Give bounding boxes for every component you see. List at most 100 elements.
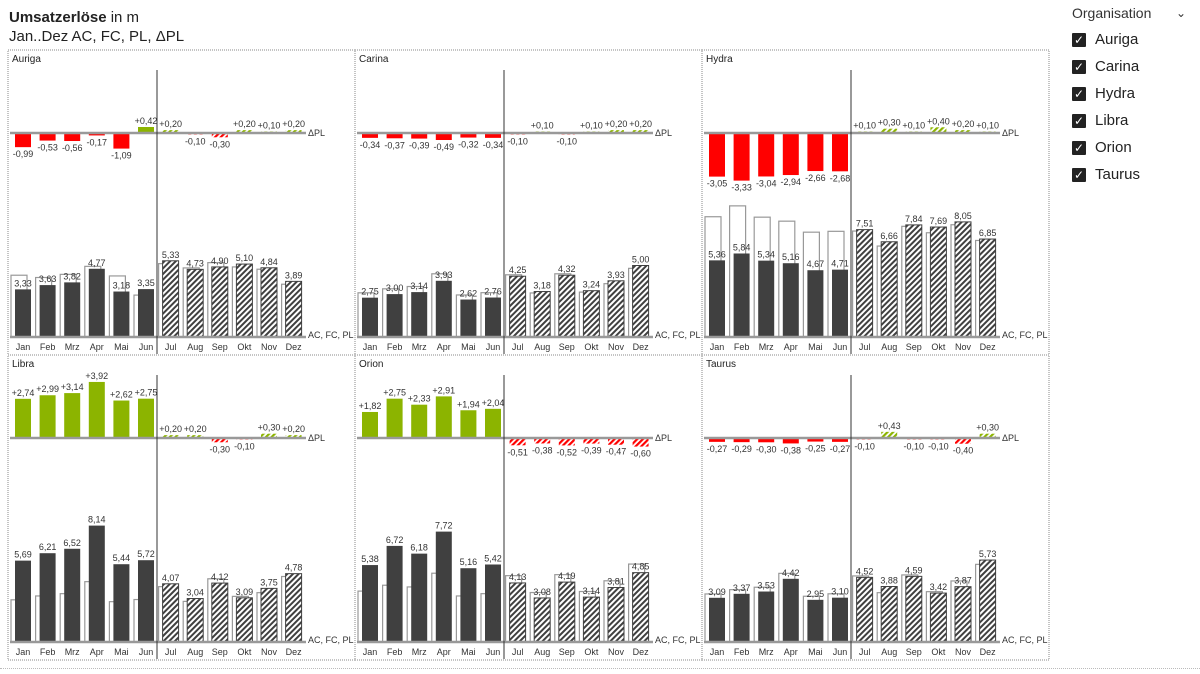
slicer-item-auriga[interactable]: ✓ Auriga — [1072, 26, 1192, 53]
delta-pl-bar — [832, 438, 848, 442]
delta-label: +2,99 — [36, 384, 59, 394]
checkbox-checked-icon[interactable]: ✓ — [1072, 167, 1086, 182]
month-label: Apr — [90, 342, 104, 352]
delta-label: +2,33 — [408, 394, 431, 404]
delta-pl-bar — [138, 398, 154, 438]
delta-label: -0,39 — [581, 446, 602, 456]
delta-label: -0,53 — [37, 143, 58, 153]
delta-label: -0,99 — [13, 149, 34, 159]
delta-pl-bar — [782, 133, 799, 176]
fc-bar — [235, 263, 253, 338]
delta-label: -0,10 — [234, 441, 255, 451]
value-label: 3,53 — [757, 581, 775, 591]
value-label: 2,75 — [361, 287, 379, 297]
fc-bar — [905, 224, 923, 338]
delta-pl-bar — [162, 435, 179, 438]
checkbox-checked-icon[interactable]: ✓ — [1072, 140, 1086, 155]
delta-axis-label: ΔPL — [1002, 128, 1019, 138]
delta-pl-bar — [832, 133, 848, 172]
fc-bar — [856, 229, 874, 338]
month-label: Aug — [187, 342, 203, 352]
value-label: 4,67 — [807, 259, 825, 269]
value-label: 8,05 — [954, 211, 972, 221]
delta-label: +0,20 — [159, 119, 182, 129]
slicer-item-hydra[interactable]: ✓ Hydra — [1072, 80, 1192, 107]
value-label: 6,18 — [410, 543, 428, 553]
delta-pl-bar — [558, 438, 575, 446]
value-label: 7,72 — [435, 521, 453, 531]
value-label: 3,63 — [39, 274, 57, 284]
delta-pl-bar — [113, 133, 130, 149]
ac-bar — [113, 564, 130, 642]
delta-pl-bar — [411, 404, 428, 438]
delta-label: +3,92 — [85, 371, 108, 381]
ac-bar — [386, 545, 403, 642]
slicer-item-taurus[interactable]: ✓ Taurus — [1072, 161, 1192, 188]
slicer-item-label: Libra — [1095, 112, 1129, 129]
value-label: 3,89 — [285, 270, 303, 280]
delta-label: +0,30 — [878, 118, 901, 128]
checkbox-checked-icon[interactable]: ✓ — [1072, 86, 1086, 101]
month-label: Jun — [139, 342, 154, 352]
delta-label: -0,34 — [483, 140, 504, 150]
checkbox-checked-icon[interactable]: ✓ — [1072, 32, 1086, 47]
delta-label: -1,09 — [111, 151, 132, 161]
delta-pl-bar — [460, 133, 477, 138]
slicer-item-carina[interactable]: ✓ Carina — [1072, 53, 1192, 80]
ac-bar — [485, 297, 501, 337]
month-label: Mrz — [759, 647, 774, 657]
value-label: 4,13 — [509, 572, 527, 582]
value-label: 4,84 — [260, 257, 278, 267]
fc-bar — [533, 597, 551, 643]
slicer-header[interactable]: Organisation ⌄ — [1072, 4, 1192, 22]
month-label: Mai — [808, 342, 823, 352]
fc-bar — [285, 280, 303, 338]
delta-label: +0,42 — [135, 116, 158, 126]
delta-pl-bar — [435, 396, 452, 438]
fc-bar — [979, 559, 997, 643]
month-label: Apr — [784, 647, 798, 657]
value-label: 5,16 — [460, 557, 478, 567]
month-label: Jul — [165, 647, 177, 657]
delta-label: -0,27 — [830, 444, 851, 454]
month-label: Feb — [387, 342, 403, 352]
month-label: Dez — [286, 342, 303, 352]
fc-bar — [607, 587, 625, 643]
ac-bar — [758, 260, 775, 337]
value-label: 4,52 — [856, 566, 874, 576]
ac-bar — [832, 269, 848, 337]
month-label: Dez — [980, 342, 997, 352]
value-label: 3,93 — [607, 270, 625, 280]
delta-label: -0,17 — [87, 137, 108, 147]
month-label: Mai — [808, 647, 823, 657]
panel-title: Hydra — [706, 54, 733, 65]
chart-title: Umsatzerlöse in m — [9, 9, 139, 26]
delta-label: -0,10 — [904, 441, 925, 451]
value-label: 3,18 — [113, 281, 131, 291]
delta-label: -0,10 — [928, 441, 949, 451]
fc-bar — [235, 597, 253, 643]
delta-label: +0,10 — [902, 121, 925, 131]
checkbox-checked-icon[interactable]: ✓ — [1072, 113, 1086, 128]
value-label: 3,00 — [386, 283, 404, 293]
checkbox-checked-icon[interactable]: ✓ — [1072, 59, 1086, 74]
slicer-item-label: Taurus — [1095, 166, 1141, 183]
month-label: Apr — [90, 647, 104, 657]
delta-label: +0,20 — [159, 424, 182, 434]
month-label: Aug — [187, 647, 203, 657]
value-label: 4,07 — [162, 573, 180, 583]
delta-label: -0,29 — [731, 444, 752, 454]
slicer-item-libra[interactable]: ✓ Libra — [1072, 107, 1192, 134]
value-label: 3,04 — [186, 588, 204, 598]
ac-bar — [362, 297, 378, 337]
delta-label: +2,91 — [432, 385, 455, 395]
value-label: 4,90 — [211, 256, 229, 266]
ac-bar — [758, 591, 775, 642]
delta-label: -0,30 — [756, 444, 777, 454]
delta-pl-bar — [608, 438, 624, 445]
value-label: 3,08 — [533, 587, 551, 597]
slicer-item-orion[interactable]: ✓ Orion — [1072, 134, 1192, 161]
chevron-down-icon[interactable]: ⌄ — [1175, 6, 1186, 20]
delta-label: +0,20 — [282, 424, 305, 434]
ac-bar — [807, 270, 824, 337]
